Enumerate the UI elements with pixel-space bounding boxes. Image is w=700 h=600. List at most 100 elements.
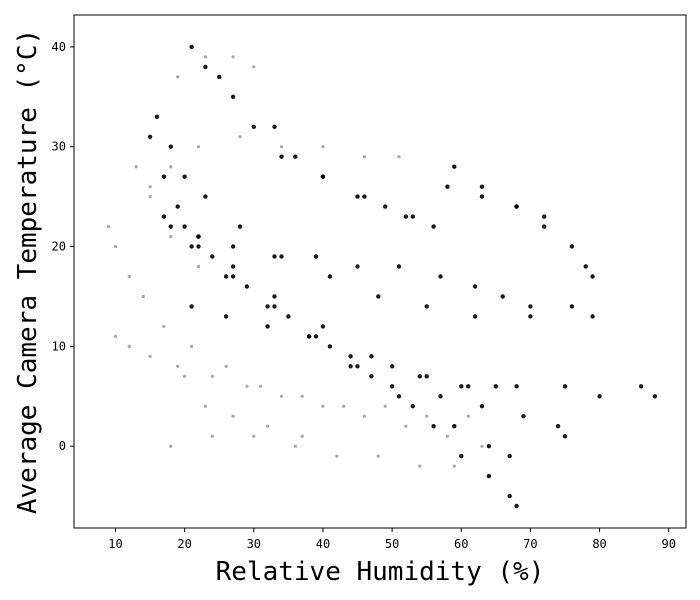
data-point (321, 404, 325, 408)
data-point (300, 394, 304, 398)
data-point (389, 384, 395, 389)
data-point (479, 194, 485, 199)
data-point (148, 185, 152, 189)
data-point (507, 493, 512, 499)
data-point (252, 434, 256, 438)
y-axis-ticks: 0 10 20 30 40 (52, 40, 74, 453)
data-point (127, 274, 131, 279)
data-point (389, 364, 395, 369)
data-point (300, 434, 304, 438)
data-point (210, 434, 214, 438)
data-point (272, 304, 277, 309)
data-point (252, 65, 256, 69)
data-point (272, 124, 277, 129)
data-point (418, 464, 422, 468)
data-point (569, 244, 575, 249)
data-point (486, 473, 492, 479)
data-point (162, 324, 166, 328)
y-tick-label: 30 (52, 140, 66, 154)
data-point (376, 454, 380, 458)
data-point (107, 225, 111, 229)
data-point (190, 344, 194, 348)
y-tick-label: 20 (52, 240, 66, 254)
data-point (272, 294, 277, 299)
data-point (528, 304, 533, 309)
x-tick-label: 20 (177, 537, 191, 551)
data-point (397, 155, 401, 159)
data-point (189, 304, 194, 309)
data-point (590, 314, 595, 319)
data-point (176, 364, 180, 368)
data-point (196, 244, 201, 249)
data-point (189, 244, 194, 249)
data-point (265, 304, 270, 309)
data-point (335, 454, 339, 458)
data-point (362, 194, 367, 199)
data-point (500, 294, 505, 299)
data-point (203, 404, 207, 408)
data-point (355, 264, 360, 269)
x-tick-label: 60 (454, 537, 468, 551)
data-point (528, 314, 533, 319)
data-point (245, 384, 249, 388)
data-point (383, 204, 388, 209)
data-point (147, 134, 153, 139)
data-point (597, 394, 602, 399)
data-point (203, 55, 207, 59)
data-point (141, 294, 145, 299)
data-point (313, 334, 319, 339)
data-point (452, 424, 457, 429)
plot-frame (73, 14, 687, 529)
data-point (196, 145, 201, 149)
data-point (176, 75, 180, 79)
data-point (479, 184, 485, 189)
y-tick-label: 40 (52, 40, 66, 54)
x-tick-label: 10 (108, 537, 122, 551)
data-point (362, 414, 366, 418)
data-point (279, 254, 284, 259)
data-point (542, 224, 547, 229)
data-point (279, 394, 284, 398)
data-point (238, 135, 242, 139)
data-point (293, 154, 298, 159)
data-point (425, 414, 429, 418)
data-point (259, 384, 263, 388)
data-point (203, 64, 208, 70)
data-point (182, 224, 187, 229)
data-point (230, 94, 236, 100)
x-axis-title: Relative Humidity (%) (216, 557, 545, 587)
data-point (562, 384, 568, 389)
data-point (183, 374, 187, 378)
data-point (431, 224, 436, 229)
data-point (224, 364, 228, 368)
data-point (459, 384, 464, 389)
data-point (327, 344, 333, 349)
x-tick-label: 40 (316, 537, 330, 551)
data-point (452, 464, 456, 468)
data-point (161, 174, 167, 179)
data-point (230, 264, 236, 269)
data-point (479, 404, 485, 409)
data-point (404, 424, 408, 428)
data-point (493, 384, 498, 389)
data-point (562, 434, 568, 439)
data-point (555, 424, 561, 429)
data-point (237, 224, 243, 229)
data-point (424, 374, 429, 379)
data-point (279, 154, 284, 159)
data-point (293, 444, 297, 448)
data-point (168, 144, 173, 149)
data-point (189, 44, 194, 50)
data-point (113, 244, 118, 249)
data-point (196, 264, 201, 269)
data-point (417, 374, 422, 379)
data-point (521, 414, 526, 419)
data-point (410, 404, 415, 409)
data-point (148, 354, 152, 358)
data-point (210, 254, 215, 259)
y-axis-title: Average Camera Temperature (°C) (13, 29, 43, 514)
plot-points (107, 44, 658, 509)
data-point (286, 314, 291, 319)
data-point (445, 184, 450, 189)
x-axis-ticks: 10 20 30 40 50 60 70 80 90 (108, 528, 676, 551)
